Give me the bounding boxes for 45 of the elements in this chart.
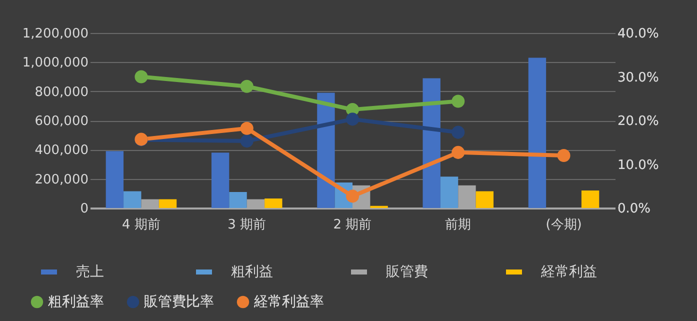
y-tick-label: 800,000 — [34, 84, 88, 100]
x-tick-label: 2 期前 — [333, 218, 372, 232]
bar — [440, 176, 458, 208]
point — [452, 126, 465, 139]
bar — [211, 152, 230, 208]
y2-tick-label: 40.0% — [618, 26, 659, 42]
y-tick-label: 600,000 — [34, 114, 88, 129]
y2-tick-label: 30.0% — [618, 70, 659, 86]
y-tick-label: 400,000 — [34, 143, 88, 158]
y-tick-label: 1,000,000 — [22, 56, 88, 71]
bar — [264, 198, 282, 208]
bar — [476, 191, 494, 208]
y-tick-label: 1,200,000 — [22, 26, 88, 42]
point — [452, 94, 465, 108]
legend-label: 売上 — [76, 264, 104, 280]
bar — [158, 199, 177, 208]
point — [346, 112, 360, 126]
point — [134, 70, 148, 84]
bar — [229, 192, 247, 208]
y2-tick-label: 0.0% — [618, 202, 651, 216]
x-tick-label: 3 期前 — [228, 218, 266, 232]
point — [346, 190, 360, 203]
bar — [581, 190, 600, 208]
legend-label: 販管費比率 — [144, 294, 214, 310]
x-tick-label: 4 期前 — [122, 218, 160, 232]
legend-label: 販管費 — [386, 264, 428, 280]
y-tick-label: 0 — [80, 202, 88, 216]
x-tick-label: 前期 — [445, 218, 472, 232]
legend-label: 粗利益率 — [48, 294, 104, 310]
point — [240, 134, 254, 148]
point — [452, 146, 465, 159]
y-tick-label: 200,000 — [34, 172, 88, 188]
legend-label: 経常利益 — [540, 264, 597, 280]
x-tick-label: (今期) — [546, 218, 582, 232]
legend-label: 経常利益率 — [253, 294, 324, 310]
legend-label: 粗利益 — [231, 264, 273, 280]
point — [240, 80, 254, 93]
bar — [528, 58, 546, 208]
bar — [422, 78, 440, 208]
y2-tick-label: 20.0% — [618, 114, 659, 129]
point — [240, 122, 254, 135]
bar — [106, 151, 124, 208]
bar — [124, 191, 142, 208]
point — [557, 148, 570, 162]
y2-tick-label: 10.0% — [618, 158, 659, 173]
